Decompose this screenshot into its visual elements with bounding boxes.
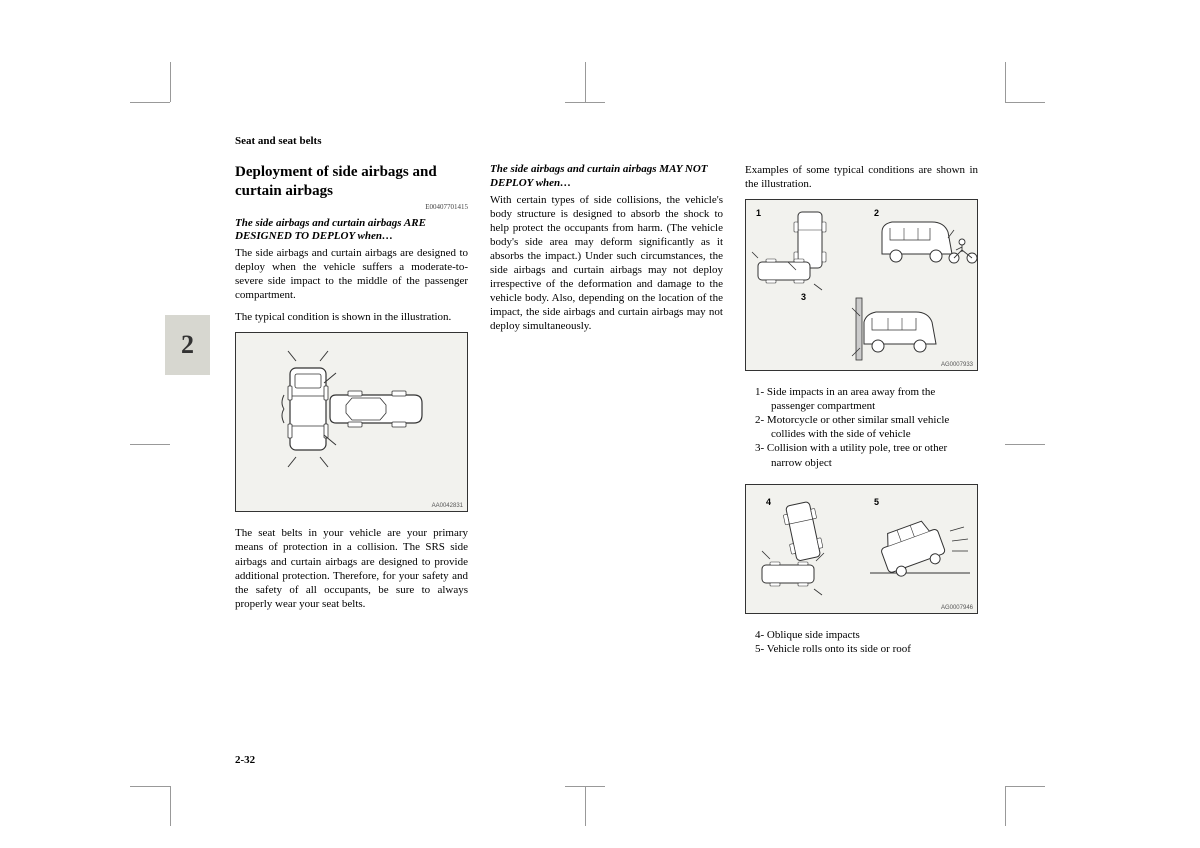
sub-heading-no-deploy: The side airbags and curtain airbags MAY… xyxy=(490,163,723,191)
chapter-tab: 2 xyxy=(165,315,210,375)
no-deploy-diagram-2-icon xyxy=(746,485,977,613)
figure-caption: AG0007946 xyxy=(941,605,973,611)
diagram-label-3: 3 xyxy=(801,292,806,302)
reference-number: E00407701415 xyxy=(235,203,468,211)
crop-mark xyxy=(130,102,170,103)
list-item: 2- Motorcycle or other similar small veh… xyxy=(745,413,978,441)
page-content: Seat and seat belts Deployment of side a… xyxy=(235,135,980,670)
crop-mark xyxy=(130,786,170,787)
page-number: 2-32 xyxy=(235,754,255,766)
body-paragraph: The side airbags and curtain airbags are… xyxy=(235,246,468,302)
crop-mark xyxy=(1005,444,1045,445)
body-paragraph: Examples of some typical conditions are … xyxy=(745,163,978,191)
sub-heading-deploy: The side airbags and curtain airbags ARE… xyxy=(235,217,468,245)
figure-side-impact: AA0042831 xyxy=(235,332,468,512)
body-paragraph: The seat belts in your vehicle are your … xyxy=(235,526,468,610)
body-paragraph: With certain types of side collisions, t… xyxy=(490,193,723,334)
crop-mark xyxy=(565,102,605,103)
diagram-label-4: 4 xyxy=(766,497,771,507)
crop-mark xyxy=(585,62,586,102)
figure-no-deploy-123: 1 2 3 xyxy=(745,199,978,371)
crop-mark xyxy=(130,444,170,445)
figure-caption: AA0042831 xyxy=(432,503,463,509)
list-item: 4- Oblique side impacts xyxy=(745,628,978,642)
crop-mark xyxy=(1005,786,1045,787)
crop-mark xyxy=(585,786,586,826)
chapter-number: 2 xyxy=(181,330,194,360)
column-1: Deployment of side airbags and curtain a… xyxy=(235,163,468,670)
body-paragraph: The typical condition is shown in the il… xyxy=(235,310,468,324)
list-item: 3- Collision with a utility pole, tree o… xyxy=(745,441,978,469)
column-2: The side airbags and curtain airbags MAY… xyxy=(490,163,723,670)
crop-mark xyxy=(170,786,171,826)
diagram-label-1: 1 xyxy=(756,208,761,218)
crop-mark xyxy=(1005,786,1006,826)
figure-no-deploy-45: 4 5 xyxy=(745,484,978,614)
no-deploy-diagram-icon xyxy=(746,200,977,370)
section-header: Seat and seat belts xyxy=(235,135,980,147)
collision-diagram-icon xyxy=(236,333,467,511)
figure-caption: AG0007933 xyxy=(941,362,973,368)
list-item: 1- Side impacts in an area away from the… xyxy=(745,385,978,413)
condition-list-1: 1- Side impacts in an area away from the… xyxy=(745,385,978,469)
main-heading: Deployment of side airbags and curtain a… xyxy=(235,163,468,201)
list-item: 5- Vehicle rolls onto its side or roof xyxy=(745,642,978,656)
crop-mark xyxy=(1005,62,1006,102)
crop-mark xyxy=(170,62,171,102)
diagram-label-2: 2 xyxy=(874,208,879,218)
column-3: Examples of some typical conditions are … xyxy=(745,163,978,670)
diagram-label-5: 5 xyxy=(874,497,879,507)
crop-mark xyxy=(1005,102,1045,103)
condition-list-2: 4- Oblique side impacts 5- Vehicle rolls… xyxy=(745,628,978,656)
column-layout: Deployment of side airbags and curtain a… xyxy=(235,163,980,670)
